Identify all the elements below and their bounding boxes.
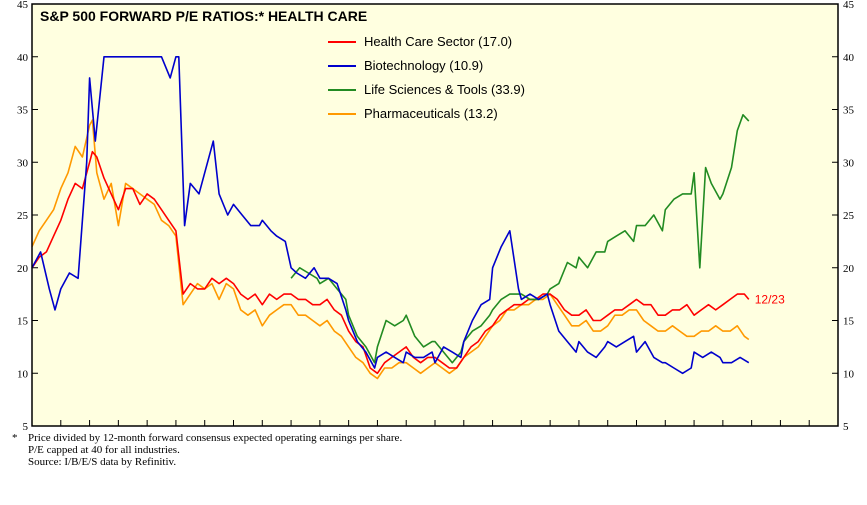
y-tick-label-right: 15	[843, 316, 855, 328]
y-tick-label-right: 35	[843, 105, 855, 117]
y-tick-label-left: 45	[17, 0, 29, 11]
plot-frame	[31, 3, 839, 427]
footnote-row: Source: I/B/E/S data by Refinitiv.	[0, 456, 867, 468]
footnote-cap-note: P/E capped at 40 for all industries.	[28, 444, 180, 456]
y-axis-right: 5 10 15 20 25 30 35 40 45	[832, 0, 855, 430]
footnote-row: * Price divided by 12-month forward cons…	[0, 432, 867, 444]
y-tick-label-left: 15	[17, 316, 29, 328]
y-tick-label-right: 5	[843, 421, 849, 430]
y-tick-label-left: 40	[17, 52, 29, 64]
footnote-row: P/E capped at 40 for all industries.	[0, 444, 867, 456]
y-tick-label-left: 35	[17, 105, 29, 117]
legend-label: Pharmaceuticals (13.2)	[364, 106, 498, 121]
footnote-source: Source: I/B/E/S data by Refinitiv.	[28, 456, 177, 468]
legend-label: Health Care Sector (17.0)	[364, 34, 512, 49]
y-axis-left: 5 10 15 20 25 30 35 40 45	[17, 0, 38, 430]
y-tick-label-right: 40	[843, 52, 855, 64]
legend-label: Biotechnology (10.9)	[364, 58, 483, 73]
y-tick-label-left: 5	[23, 421, 29, 430]
chart: S&P 500 FORWARD P/E RATIOS:* HEALTH CARE…	[17, 0, 855, 430]
y-tick-label-left: 20	[17, 263, 29, 275]
y-tick-label-right: 30	[843, 157, 855, 169]
y-tick-label-left: 10	[17, 368, 29, 380]
y-tick-label-left: 25	[17, 210, 29, 222]
y-tick-label-right: 25	[843, 210, 855, 222]
y-tick-label-right: 10	[843, 368, 855, 380]
series-line	[31, 55, 750, 375]
footnotes: * Price divided by 12-month forward cons…	[0, 432, 867, 468]
footnote-mark: *	[12, 432, 18, 444]
y-tick-label-left: 30	[17, 157, 29, 169]
y-tick-label-right: 20	[843, 263, 855, 275]
footnote-definition: Price divided by 12-month forward consen…	[28, 432, 403, 444]
end-date-label: 12/23	[755, 292, 785, 306]
legend-label: Life Sciences & Tools (33.9)	[364, 82, 525, 97]
series-line	[31, 150, 750, 375]
legend: Health Care Sector (17.0) Biotechnology (…	[328, 34, 525, 121]
series-line	[31, 119, 750, 380]
plot-area	[32, 4, 838, 426]
series-group	[31, 55, 750, 380]
y-tick-label-right: 45	[843, 0, 855, 11]
chart-title: S&P 500 FORWARD P/E RATIOS:* HEALTH CARE	[40, 8, 367, 24]
x-axis: 9798990001020304050607080910111213141516…	[31, 420, 810, 426]
